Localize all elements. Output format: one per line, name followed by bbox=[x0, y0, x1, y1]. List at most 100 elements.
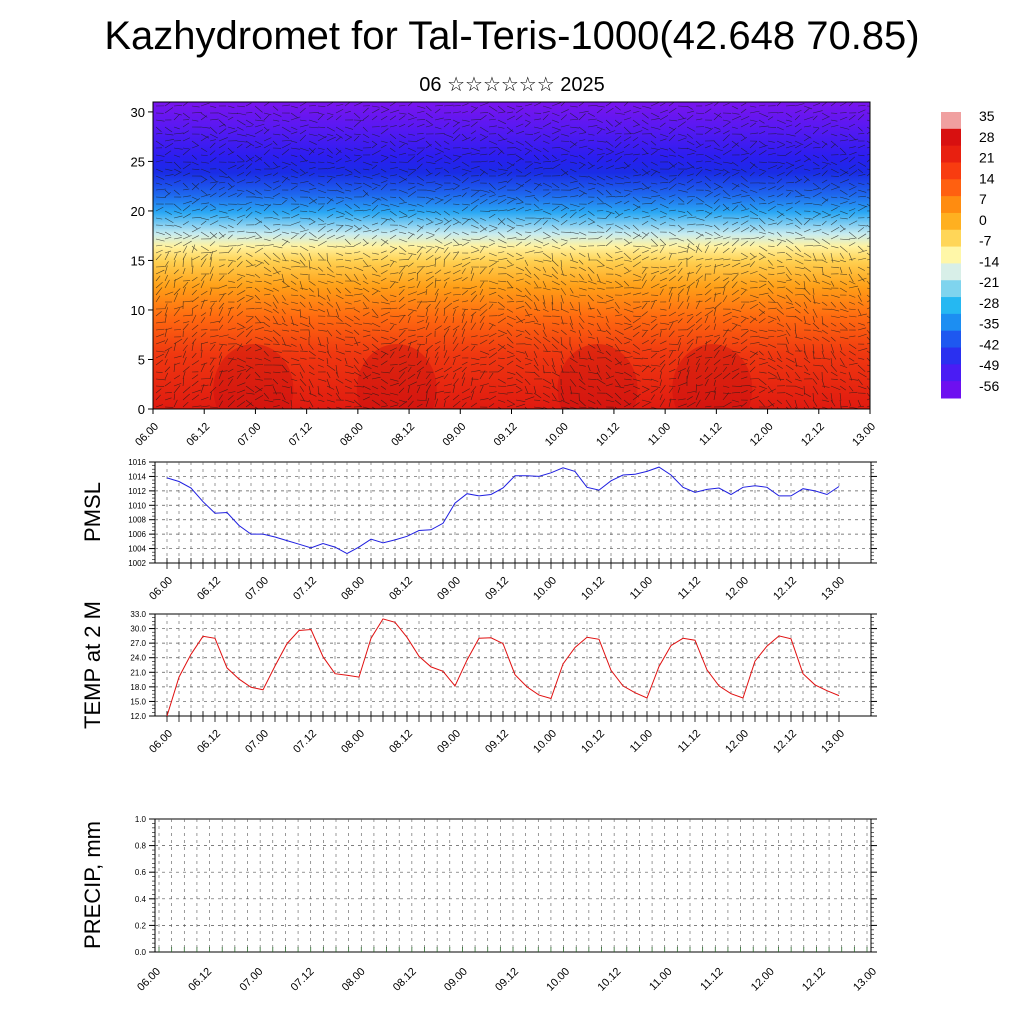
temp-axis-label: TEMP at 2 M bbox=[80, 601, 105, 729]
pmsl-series-line bbox=[166, 466, 840, 555]
surface-warm-core-1 bbox=[356, 344, 437, 409]
surface-warm-core-0 bbox=[213, 344, 294, 409]
temp-ytick-label: 30.0 bbox=[130, 625, 146, 634]
colorbar-segment bbox=[941, 364, 961, 382]
section-xtick-label: 13.00 bbox=[850, 421, 878, 449]
pmsl-xtick-label: 11.12 bbox=[676, 575, 703, 602]
pmsl-xtick-label: 12.00 bbox=[723, 575, 751, 603]
temp-ytick-label: 24.0 bbox=[130, 654, 146, 663]
temp-xtick-label: 11.12 bbox=[676, 728, 703, 755]
pmsl-xtick-label: 12.12 bbox=[771, 575, 799, 603]
precip-xtick-label: 09.12 bbox=[493, 966, 521, 994]
colorbar-label: -14 bbox=[979, 253, 999, 269]
temp-ytick-label: 21.0 bbox=[130, 668, 146, 677]
pmsl-ytick-label: 1008 bbox=[128, 516, 146, 525]
pmsl-ytick-label: 1006 bbox=[128, 530, 146, 539]
precip-xtick-label: 12.12 bbox=[800, 966, 828, 994]
colorbar-label: -21 bbox=[979, 274, 999, 290]
section-xtick-label: 08.00 bbox=[338, 421, 366, 449]
colorbar-label: 35 bbox=[979, 108, 995, 124]
temp-xtick-label: 10.12 bbox=[579, 728, 607, 756]
pmsl-xtick-label: 08.00 bbox=[339, 575, 367, 603]
pmsl-ytick-label: 1014 bbox=[128, 472, 146, 481]
section-ytick-label: 25 bbox=[131, 154, 145, 169]
pmsl-xtick-label: 07.00 bbox=[243, 575, 271, 603]
colorbar-segment bbox=[941, 229, 961, 248]
section-xtick-label: 07.00 bbox=[236, 421, 264, 449]
temp-xtick-label: 09.12 bbox=[483, 728, 511, 756]
colorbar-segment bbox=[941, 179, 961, 197]
temp-xtick-label: 08.00 bbox=[339, 728, 367, 756]
section-ytick-label: 30 bbox=[131, 105, 145, 120]
section-xtick-label: 10.00 bbox=[543, 421, 571, 449]
precip-xtick-label: 08.12 bbox=[391, 966, 419, 994]
pmsl-ytick-label: 1010 bbox=[128, 501, 146, 510]
colorbar-label: -35 bbox=[979, 316, 999, 332]
precip-xtick-label: 06.12 bbox=[186, 966, 214, 994]
colorbar-label: -7 bbox=[979, 233, 992, 249]
pmsl-ytick-label: 1012 bbox=[128, 487, 146, 496]
pmsl-xtick-label: 11.00 bbox=[628, 575, 655, 602]
section-ytick-label: 10 bbox=[131, 303, 145, 318]
colorbar-segment bbox=[941, 196, 961, 214]
precip-xtick-label: 10.00 bbox=[544, 966, 572, 994]
temp-xtick-label: 08.12 bbox=[387, 728, 415, 756]
section-ytick-label: 0 bbox=[138, 402, 145, 417]
section-xtick-label: 12.00 bbox=[748, 421, 776, 449]
precip-xtick-label: 13.00 bbox=[851, 966, 879, 994]
precip-ytick-label: 0.2 bbox=[135, 921, 147, 930]
colorbar-segment bbox=[941, 263, 961, 281]
precip-xtick-label: 12.00 bbox=[749, 966, 777, 994]
temp-xtick-label: 07.00 bbox=[243, 728, 271, 756]
precip-xtick-label: 08.00 bbox=[340, 966, 368, 994]
colorbar-label: -42 bbox=[979, 336, 999, 352]
pmsl-xtick-label: 08.12 bbox=[387, 575, 415, 603]
temp-xtick-label: 09.00 bbox=[435, 728, 463, 756]
temp-xtick-label: 06.00 bbox=[147, 728, 175, 756]
temp-series-line bbox=[166, 618, 840, 717]
pmsl-xtick-label: 09.00 bbox=[435, 575, 463, 603]
colorbar-segment bbox=[941, 347, 961, 365]
temp-xtick-label: 13.00 bbox=[819, 728, 847, 756]
pmsl-ytick-label: 1016 bbox=[128, 458, 146, 467]
colorbar-segment bbox=[941, 128, 961, 147]
colorbar-label: -28 bbox=[979, 295, 999, 311]
section-xtick-label: 10.12 bbox=[594, 421, 622, 449]
colorbar-label: 28 bbox=[979, 129, 995, 145]
pmsl-xtick-label: 09.12 bbox=[483, 575, 511, 603]
section-xtick-label: 11.00 bbox=[646, 421, 673, 448]
colorbar-segment bbox=[941, 112, 961, 130]
section-xtick-label: 06.00 bbox=[133, 421, 161, 449]
precip-xtick-label: 07.12 bbox=[289, 966, 317, 994]
temp-xtick-label: 06.12 bbox=[195, 728, 223, 756]
precip-ytick-label: 1.0 bbox=[135, 815, 147, 824]
precip-ytick-label: 0.4 bbox=[135, 895, 147, 904]
pmsl-xtick-label: 07.12 bbox=[291, 575, 319, 603]
colorbar-label: 0 bbox=[979, 212, 987, 228]
colorbar-label: -49 bbox=[979, 357, 999, 373]
section-xtick-label: 12.12 bbox=[799, 421, 827, 449]
section-xtick-label: 11.12 bbox=[697, 421, 724, 448]
colorbar-segment bbox=[941, 297, 961, 315]
pmsl-xtick-label: 06.12 bbox=[195, 575, 223, 603]
pmsl-ytick-label: 1002 bbox=[128, 559, 146, 568]
temp-frame bbox=[154, 613, 872, 717]
pmsl-axis-label: PMSL bbox=[80, 482, 105, 542]
precip-ytick-label: 0.0 bbox=[135, 948, 147, 957]
section-xtick-label: 09.12 bbox=[492, 421, 520, 449]
colorbar-segment bbox=[941, 313, 961, 332]
chart-title: Kazhydromet for Tal-Teris-1000(42.648 70… bbox=[104, 14, 920, 58]
temp-ytick-label: 15.0 bbox=[130, 697, 146, 706]
colorbar-segment bbox=[941, 246, 961, 264]
precip-xtick-label: 10.12 bbox=[595, 966, 623, 994]
colorbar-segment bbox=[941, 145, 961, 163]
colorbar-segment bbox=[941, 280, 961, 298]
temp-xtick-label: 12.00 bbox=[723, 728, 751, 756]
chart-subtitle: 06 ☆☆☆☆☆☆ 2025 bbox=[419, 74, 605, 96]
precip-xtick-label: 07.00 bbox=[237, 966, 265, 994]
pmsl-xtick-label: 10.00 bbox=[531, 575, 559, 603]
temp-ytick-label: 18.0 bbox=[130, 683, 146, 692]
precip-ytick-label: 0.6 bbox=[135, 868, 147, 877]
temp-ytick-label: 33.0 bbox=[130, 610, 146, 619]
